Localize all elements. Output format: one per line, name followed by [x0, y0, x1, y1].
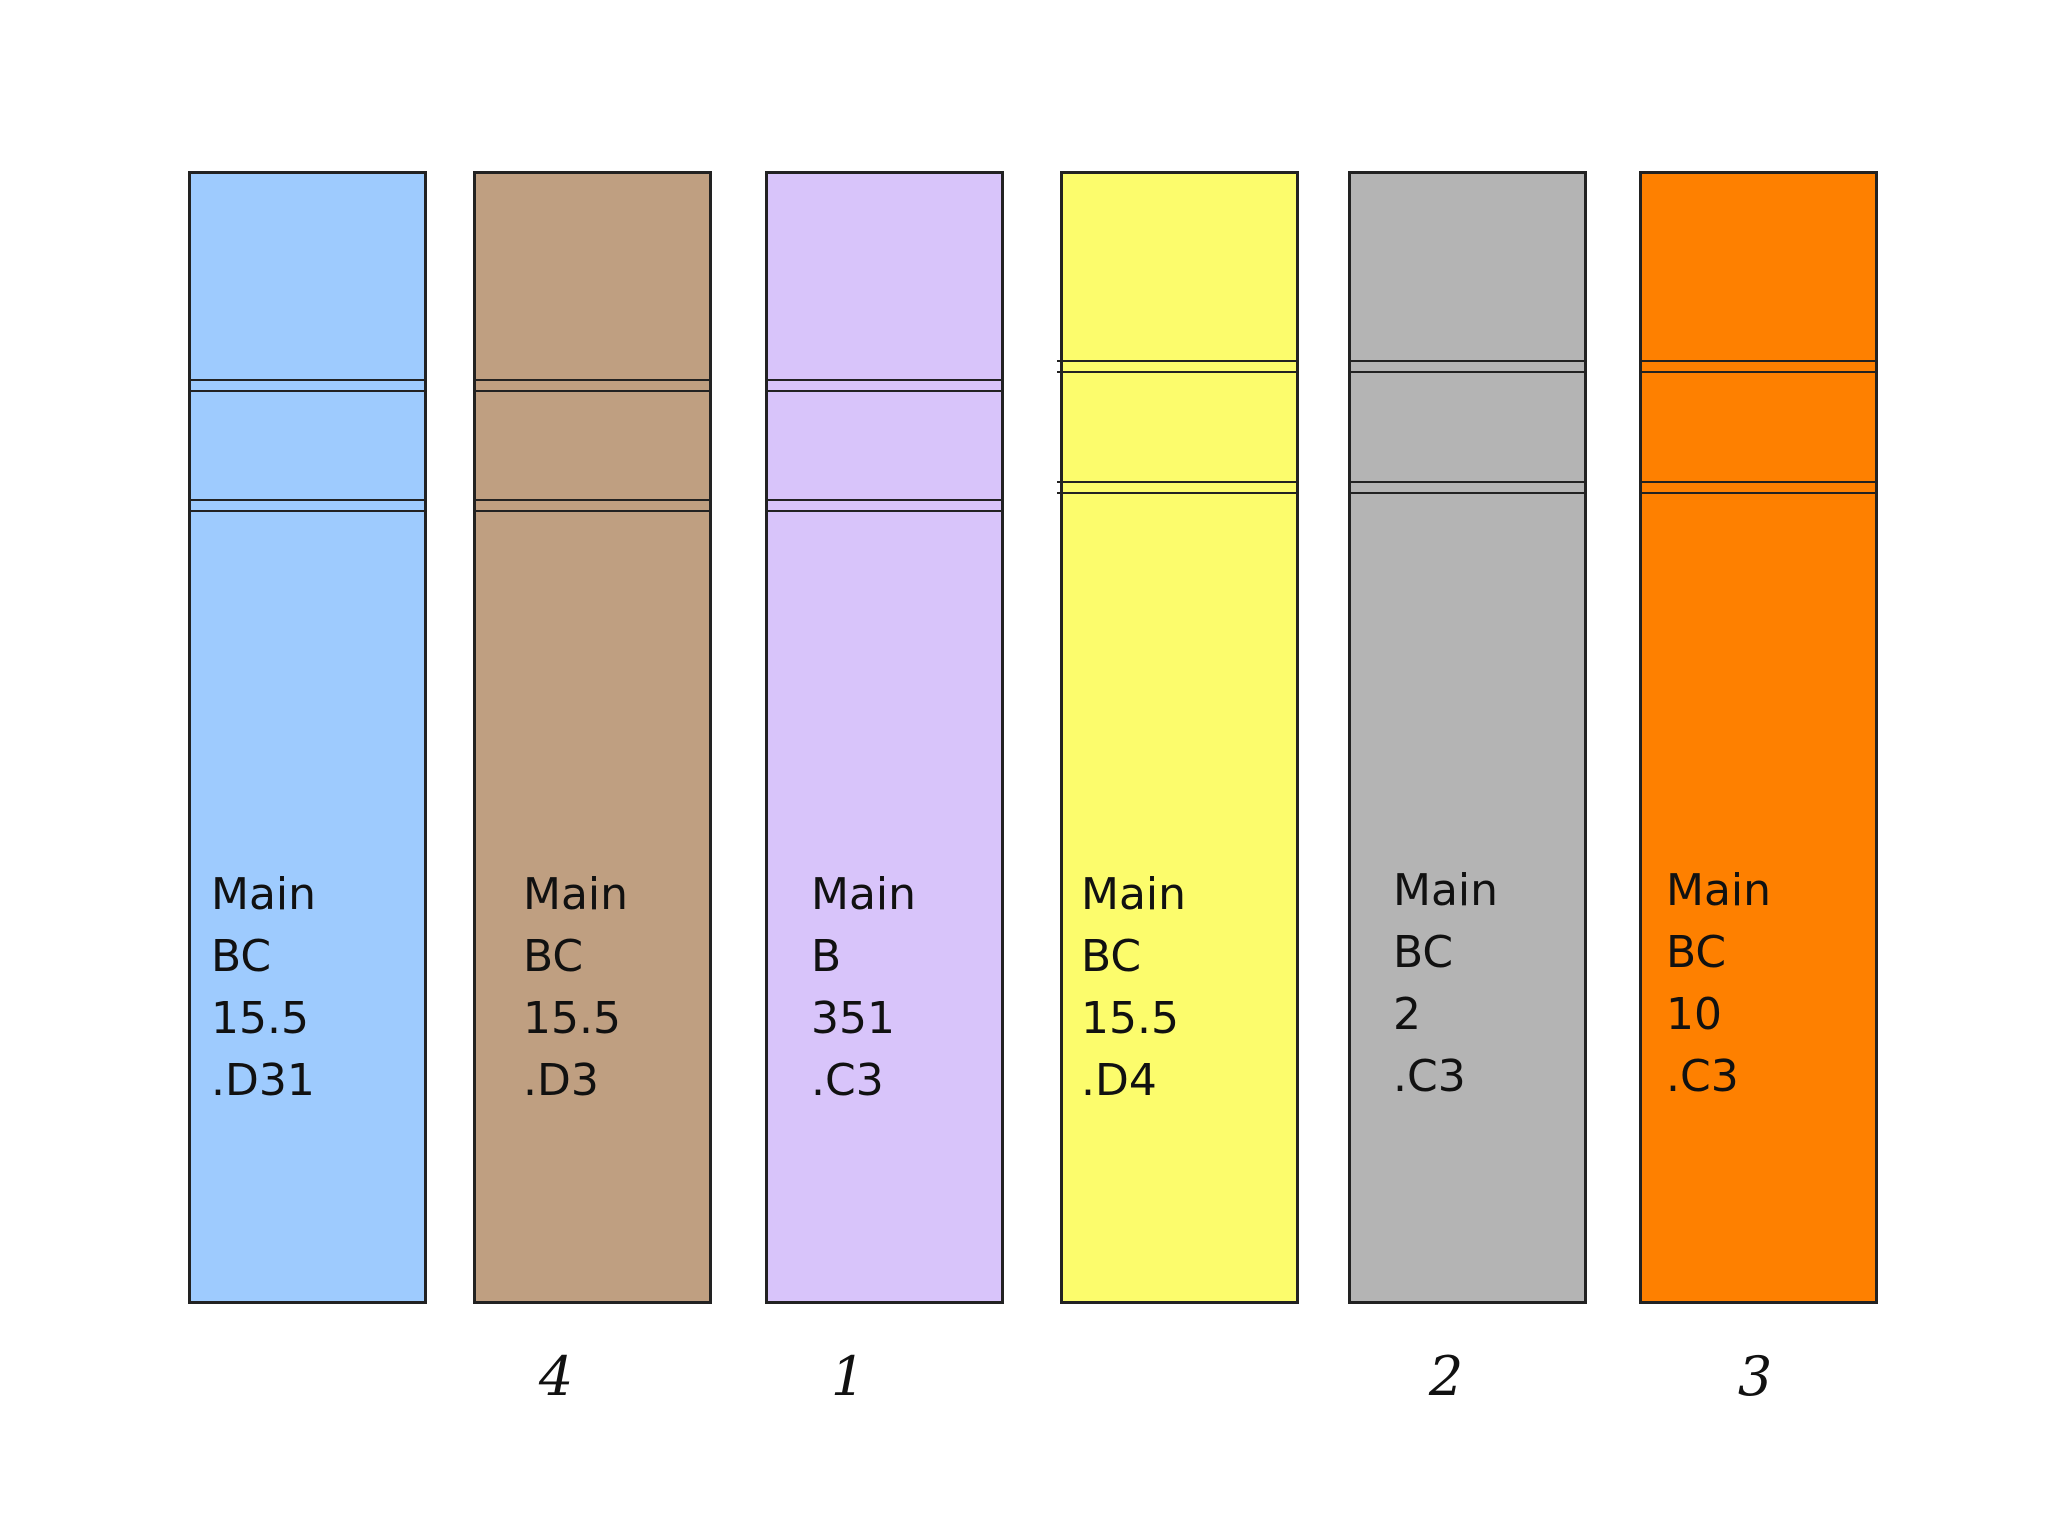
call-number-line-class: BC [523, 931, 584, 982]
spine-band [1642, 481, 1875, 494]
call-number-label: Main B 351 .C3 [811, 864, 916, 1112]
call-number-label: Main BC 15.5 .D31 [211, 864, 316, 1112]
call-number-line-location: Main [1666, 865, 1772, 916]
book-spine-1: Main BC 15.5 .D31 [188, 171, 427, 1304]
call-number-line-number: 15.5 [523, 993, 621, 1044]
call-number-line-class: BC [211, 931, 272, 982]
call-number-line-number: 2 [1393, 989, 1421, 1040]
book-spine-3: Main B 351 .C3 [765, 171, 1004, 1304]
call-number-line-number: 10 [1666, 989, 1722, 1040]
spine-band [768, 499, 1001, 512]
call-number-line-number: 15.5 [1081, 993, 1179, 1044]
call-number-label: Main BC 2 .C3 [1393, 860, 1498, 1108]
spine-band [1351, 360, 1584, 373]
call-number-line-location: Main [1081, 869, 1187, 920]
call-number-line-location: Main [1393, 865, 1499, 916]
call-number-line-cutter: .C3 [811, 1055, 884, 1106]
call-number-label: Main BC 15.5 .D4 [1081, 864, 1186, 1112]
spine-band [1057, 360, 1296, 373]
call-number-line-number: 15.5 [211, 993, 309, 1044]
call-number-line-cutter: .D4 [1081, 1055, 1157, 1106]
book-spine-4: Main BC 15.5 .D4 [1057, 171, 1299, 1304]
call-number-line-class: BC [1393, 927, 1454, 978]
call-number-line-class: B [811, 931, 842, 982]
call-number-line-cutter: .C3 [1393, 1051, 1466, 1102]
call-number-line-number: 351 [811, 993, 895, 1044]
book-spine-5: Main BC 2 .C3 [1348, 171, 1587, 1304]
call-number-line-cutter: .D31 [211, 1055, 315, 1106]
spine-band [476, 379, 709, 392]
spine-band [768, 379, 1001, 392]
shelf-order-number: 1 [830, 1345, 866, 1408]
call-number-line-location: Main [523, 869, 629, 920]
call-number-line-cutter: .D3 [523, 1055, 599, 1106]
book-spine-6: Main BC 10 .C3 [1639, 171, 1878, 1304]
book-spine-2: Main BC 15.5 .D3 [473, 171, 712, 1304]
spine-band [1351, 481, 1584, 494]
spine-band [191, 379, 424, 392]
shelf-order-number: 4 [538, 1345, 574, 1408]
call-number-line-class: BC [1081, 931, 1142, 982]
shelf-order-number: 3 [1737, 1345, 1773, 1408]
shelf-order-number: 2 [1428, 1345, 1464, 1408]
call-number-line-location: Main [211, 869, 317, 920]
spine-band [191, 499, 424, 512]
call-number-line-class: BC [1666, 927, 1727, 978]
call-number-label: Main BC 15.5 .D3 [523, 864, 628, 1112]
call-number-label: Main BC 10 .C3 [1666, 860, 1771, 1108]
call-number-line-location: Main [811, 869, 917, 920]
spine-band [1057, 481, 1296, 494]
call-number-line-cutter: .C3 [1666, 1051, 1739, 1102]
spine-band [476, 499, 709, 512]
spine-band [1642, 360, 1875, 373]
